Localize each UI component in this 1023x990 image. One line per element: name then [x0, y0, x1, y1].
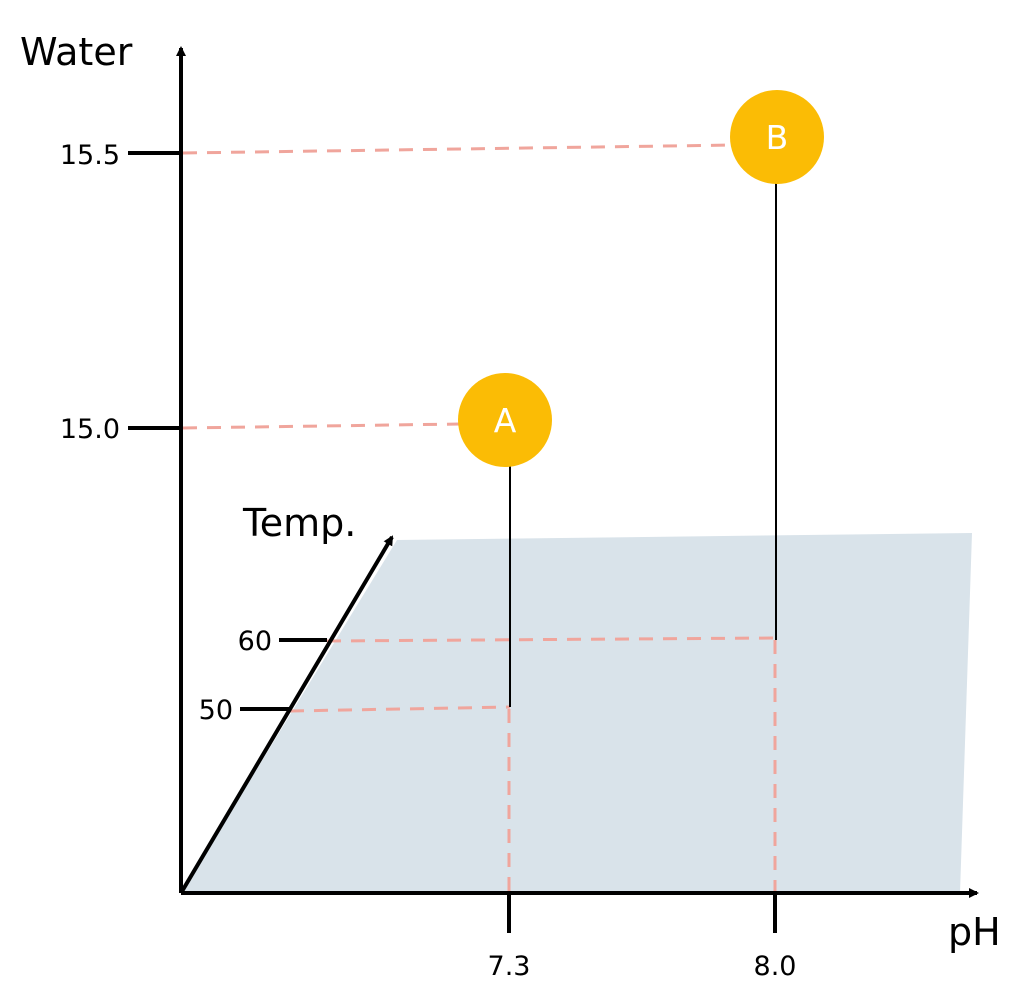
point-a: A [458, 373, 552, 467]
guide-water-15-0 [182, 422, 461, 430]
x-axis-title: pH [948, 910, 1001, 954]
tick-label-ph-7-3: 7.3 [488, 951, 531, 982]
guide-temp-60 [326, 636, 776, 643]
axes [176, 46, 979, 898]
tick-label-water-15-5: 15.5 [60, 140, 120, 171]
point-b: B [730, 90, 824, 184]
point-b-label: B [766, 118, 789, 157]
z-axis-title: Temp. [242, 501, 356, 545]
point-stems [509, 182, 777, 707]
point-a-marker [458, 373, 552, 467]
guide-lines [182, 143, 777, 895]
point-a-label: A [494, 401, 517, 440]
base-plane [181, 533, 972, 893]
guide-water-15-5 [182, 143, 736, 155]
tick-marks [128, 151, 777, 933]
point-b-marker [730, 90, 824, 184]
tick-label-temp-60: 60 [238, 626, 272, 657]
y-axis-title: Water [20, 30, 133, 74]
z-axis [179, 535, 394, 895]
tick-label-water-15-0: 15.0 [60, 414, 120, 445]
guide-temp-50 [289, 705, 511, 713]
tick-label-temp-50: 50 [199, 695, 233, 726]
tick-label-ph-8-0: 8.0 [754, 951, 797, 982]
